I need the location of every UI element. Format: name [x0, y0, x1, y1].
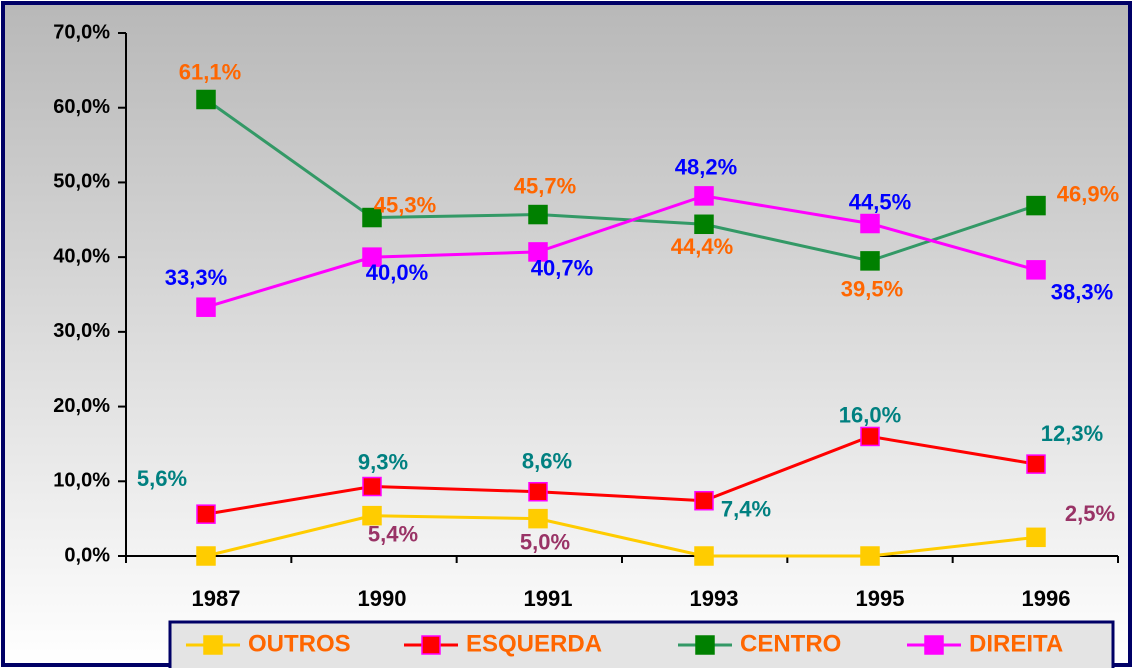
- data-label: 5,0%: [520, 529, 570, 554]
- data-label: 40,7%: [531, 256, 593, 281]
- data-label: 45,3%: [374, 192, 436, 217]
- y-tick-label: 70,0%: [53, 21, 110, 43]
- x-tick-label: 1995: [856, 586, 905, 611]
- data-point: [196, 89, 216, 110]
- data-label: 12,3%: [1041, 421, 1103, 446]
- data-point: [860, 213, 880, 234]
- data-label: 48,2%: [675, 155, 737, 180]
- series-line: [205, 194, 1037, 309]
- legend-marker: [421, 635, 441, 655]
- legend-marker: [695, 635, 715, 655]
- data-point: [1026, 195, 1046, 216]
- data-point: [196, 546, 216, 566]
- data-point: [528, 481, 548, 502]
- data-point: [694, 186, 714, 206]
- data-point: [362, 505, 382, 526]
- data-label: 7,4%: [721, 497, 771, 522]
- series-line: [205, 98, 1037, 263]
- data-point: [528, 242, 548, 262]
- data-point: [1026, 260, 1046, 280]
- data-label: 45,7%: [514, 173, 576, 198]
- data-point: [694, 546, 714, 566]
- data-label: 44,4%: [671, 234, 733, 259]
- legend-label: CENTRO: [740, 630, 841, 657]
- data-label: 46,9%: [1057, 181, 1119, 206]
- x-tick-label: 1996: [1022, 586, 1071, 611]
- data-label: 8,6%: [522, 449, 572, 474]
- data-point: [362, 476, 382, 497]
- legend-marker: [203, 635, 223, 655]
- y-tick-label: 30,0%: [53, 320, 110, 342]
- legend-marker: [924, 635, 944, 655]
- data-point: [860, 546, 880, 566]
- y-tick-label: 60,0%: [53, 96, 110, 118]
- y-tick-label: 10,0%: [53, 470, 110, 492]
- legend-label: ESQUERDA: [466, 630, 602, 657]
- data-label: 40,0%: [366, 260, 428, 285]
- data-point: [1026, 454, 1046, 474]
- data-label: 61,1%: [179, 59, 241, 84]
- data-label: 33,3%: [165, 265, 227, 290]
- data-point: [196, 297, 216, 317]
- y-tick-label: 40,0%: [53, 245, 110, 267]
- data-point: [860, 251, 880, 271]
- data-label: 44,5%: [849, 189, 911, 214]
- data-point: [362, 247, 382, 267]
- data-point: [528, 508, 548, 529]
- data-label: 9,3%: [358, 449, 408, 474]
- legend-label: OUTROS: [248, 630, 351, 657]
- data-label: 2,5%: [1065, 501, 1115, 526]
- data-point: [860, 426, 880, 447]
- data-label: 38,3%: [1051, 280, 1113, 305]
- y-tick-label: 0,0%: [64, 544, 110, 566]
- data-label: 39,5%: [841, 277, 903, 302]
- y-tick-label: 20,0%: [53, 395, 110, 417]
- data-label: 5,6%: [137, 466, 187, 491]
- data-label: 5,4%: [368, 521, 418, 546]
- x-tick-label: 1990: [358, 586, 407, 611]
- x-tick-label: 1991: [524, 586, 573, 611]
- data-point: [1026, 527, 1046, 548]
- data-point: [528, 204, 548, 225]
- data-point: [362, 207, 382, 228]
- data-point: [196, 504, 216, 524]
- data-point: [694, 214, 714, 235]
- x-tick-label: 1993: [690, 586, 739, 611]
- legend-label: DIREITA: [969, 630, 1063, 657]
- y-tick-label: 50,0%: [53, 171, 110, 193]
- series-line: [205, 434, 1037, 516]
- data-label: 16,0%: [839, 402, 901, 427]
- series-line: [205, 514, 1037, 558]
- data-point: [694, 490, 714, 511]
- x-tick-label: 1987: [192, 586, 241, 611]
